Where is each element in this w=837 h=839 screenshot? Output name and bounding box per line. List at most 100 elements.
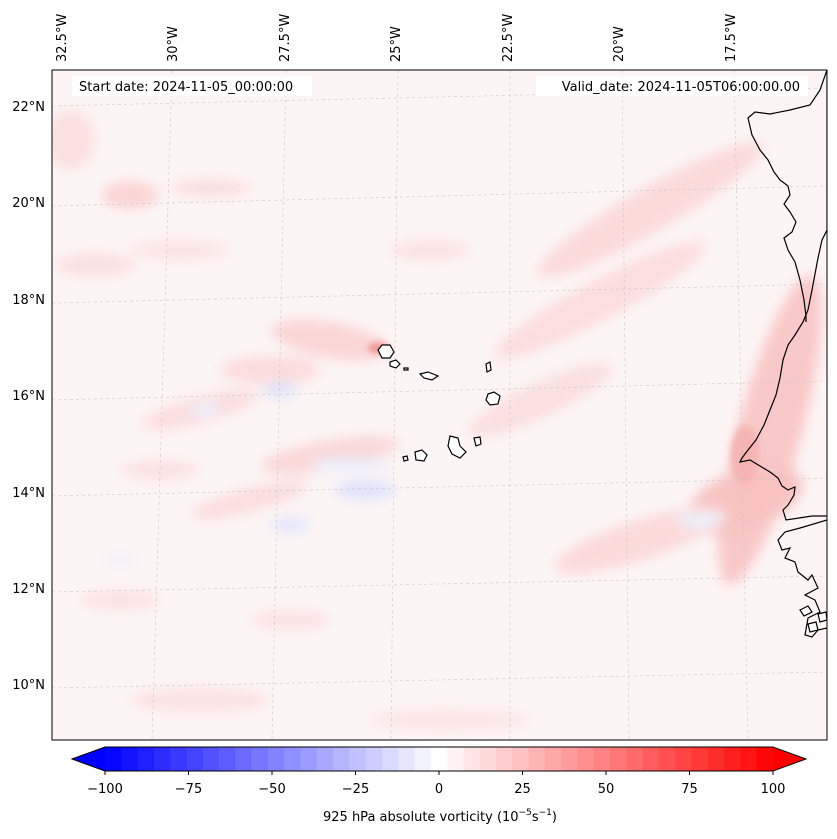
colorbar-cell bbox=[528, 747, 546, 771]
vorticity-blob bbox=[120, 460, 200, 480]
coastline-west-africa bbox=[738, 70, 827, 638]
vorticity-blob bbox=[536, 142, 764, 278]
colorbar-cell bbox=[153, 747, 171, 771]
vorticity-blob bbox=[130, 688, 270, 712]
vorticity-blob bbox=[80, 590, 160, 610]
colorbar-cell bbox=[235, 747, 253, 771]
colorbar-cell bbox=[381, 747, 399, 771]
colorbar-cell bbox=[496, 747, 513, 771]
colorbar-cell bbox=[349, 747, 367, 771]
colorbar-tick-label: 25 bbox=[514, 782, 531, 797]
colorbar-cell bbox=[479, 747, 497, 771]
vorticity-blob bbox=[55, 253, 135, 277]
colorbar-extend-min bbox=[72, 747, 105, 771]
vorticity-peak bbox=[731, 425, 759, 485]
vorticity-blob-negative bbox=[270, 517, 310, 533]
island-maio bbox=[473, 436, 482, 447]
gridlines bbox=[52, 70, 827, 740]
lon-label: 22.5°W bbox=[501, 14, 516, 62]
colorbar-cell bbox=[398, 747, 416, 771]
colorbar-cell bbox=[593, 747, 611, 771]
island-santo-antao bbox=[377, 344, 395, 359]
colorbar-cell bbox=[121, 747, 139, 771]
coastline-cape-verde-north bbox=[747, 70, 827, 322]
colorbar-tick-label: −50 bbox=[258, 782, 285, 797]
colorbar-cell bbox=[610, 747, 627, 771]
map-frame bbox=[51, 69, 828, 741]
colorbar-cell bbox=[316, 747, 334, 771]
colorbar-cell bbox=[186, 747, 204, 771]
colorbar-cell bbox=[724, 747, 742, 771]
colorbar-title-exp2: −1 bbox=[539, 808, 552, 818]
vorticity-blob-negative bbox=[189, 403, 221, 417]
colorbar-tick-label: 50 bbox=[598, 782, 615, 797]
lon-label: 20°W bbox=[612, 26, 627, 62]
vorticity-blob-negative bbox=[335, 480, 395, 500]
header-bg-right bbox=[536, 76, 808, 96]
vorticity-blob-negative bbox=[262, 382, 298, 398]
lon-label: 27.5°W bbox=[278, 14, 293, 62]
island-santa-luzia bbox=[403, 367, 409, 371]
colorbar-cell bbox=[219, 747, 236, 771]
vorticity-blob bbox=[493, 240, 707, 360]
colorbar-title-main: 925 hPa absolute vorticity (10 bbox=[323, 810, 519, 825]
colorbar-tick-label: −25 bbox=[342, 782, 369, 797]
island-sao-vicente bbox=[389, 359, 401, 369]
map-area[interactable] bbox=[45, 70, 837, 740]
colorbar-cell bbox=[642, 747, 660, 771]
colorbar-cell bbox=[691, 747, 709, 771]
island-sal bbox=[485, 361, 492, 373]
colorbar-title-end: ) bbox=[552, 810, 557, 825]
vorticity-blob-negative bbox=[310, 457, 390, 473]
colorbar-ticks: −100 −75 −50 −25 0 25 50 75 100 bbox=[87, 771, 785, 797]
colorbar-cell bbox=[202, 747, 220, 771]
vorticity-field bbox=[52, 110, 822, 730]
vorticity-blob-negative bbox=[100, 554, 140, 566]
colorbar-cell bbox=[512, 747, 530, 771]
colorbar: −100 −75 −50 −25 0 25 50 75 100 925 hPa absolute… bbox=[70, 746, 808, 825]
header-bg-left bbox=[72, 76, 312, 96]
colorbar-cell bbox=[333, 747, 350, 771]
colorbar-cell bbox=[414, 747, 432, 771]
valid-date-label: Valid_date: 2024-11-05T06:00:00.00 bbox=[562, 80, 800, 95]
colorbar-tick-label: −100 bbox=[87, 782, 123, 797]
colorbar-cell bbox=[267, 747, 285, 771]
coastlines bbox=[377, 70, 827, 638]
vorticity-blob bbox=[370, 710, 530, 730]
lon-label: 30°W bbox=[166, 26, 181, 62]
colorbar-cell bbox=[740, 747, 758, 771]
lat-label: 20°N bbox=[12, 196, 45, 211]
colorbar-cell bbox=[105, 747, 122, 771]
vorticity-blob bbox=[191, 480, 309, 520]
lat-label: 16°N bbox=[12, 389, 45, 404]
vorticity-blob bbox=[467, 362, 613, 438]
island-santiago bbox=[447, 435, 467, 459]
island-fogo bbox=[414, 449, 428, 462]
island-brava bbox=[402, 455, 409, 462]
vorticity-blob bbox=[170, 178, 250, 198]
vorticity-blob bbox=[130, 240, 230, 260]
lat-label: 14°N bbox=[12, 486, 45, 501]
vorticity-blob bbox=[102, 181, 158, 209]
lon-label: 17.5°W bbox=[724, 14, 739, 62]
colorbar-title: 925 hPa absolute vorticity (10−5s−1) bbox=[323, 808, 557, 825]
lat-label: 10°N bbox=[12, 678, 45, 693]
colorbar-title-exp1: −5 bbox=[519, 808, 532, 818]
colorbar-cell bbox=[756, 747, 774, 771]
colorbar-cell bbox=[577, 747, 595, 771]
lat-label: 12°N bbox=[12, 582, 45, 597]
colorbar-cells bbox=[72, 747, 806, 771]
colorbar-cell bbox=[284, 747, 302, 771]
vorticity-blob bbox=[270, 319, 390, 361]
lon-label: 32.5°W bbox=[55, 14, 70, 62]
colorbar-cell bbox=[137, 747, 155, 771]
colorbar-cell bbox=[561, 747, 579, 771]
colorbar-cell bbox=[675, 747, 693, 771]
vorticity-blob bbox=[52, 110, 95, 170]
colorbar-tick-label: 0 bbox=[435, 782, 443, 797]
colorbar-cell bbox=[251, 747, 269, 771]
colorbar-cell bbox=[626, 747, 644, 771]
islands-bissagos bbox=[799, 605, 827, 633]
lon-label: 25°W bbox=[389, 26, 404, 62]
colorbar-cell bbox=[365, 747, 383, 771]
